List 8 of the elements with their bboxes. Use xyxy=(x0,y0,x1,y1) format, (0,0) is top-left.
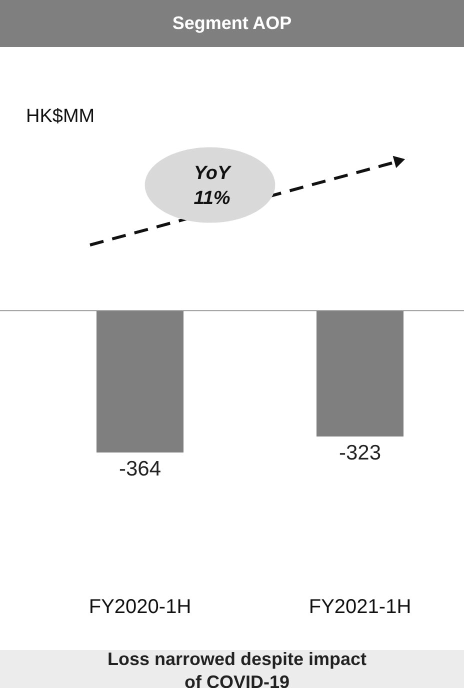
text: HK$MM xyxy=(26,106,95,127)
data-label: -364 xyxy=(118,458,162,481)
text: Loss narrowed despite impact of COVID-19 xyxy=(107,649,367,688)
x-tick-label: FY2021-1H xyxy=(308,596,412,618)
text: YoY 11% xyxy=(194,163,232,209)
x-tick-label: FY2020-1H xyxy=(88,596,192,618)
data-label: -323 xyxy=(338,442,382,465)
chart-title: Segment AOP xyxy=(172,13,292,33)
